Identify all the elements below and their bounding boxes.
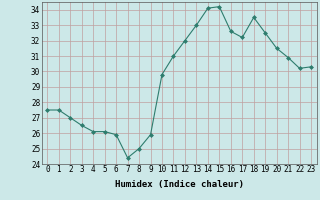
X-axis label: Humidex (Indice chaleur): Humidex (Indice chaleur) [115, 180, 244, 189]
